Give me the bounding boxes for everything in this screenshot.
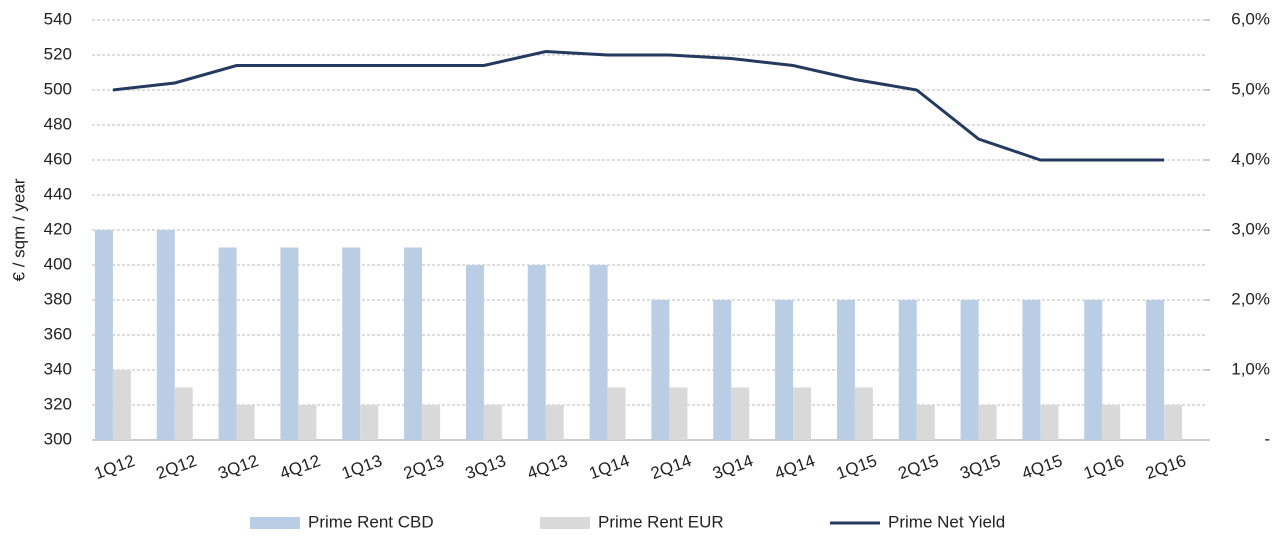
y2-tick-label: -	[1264, 429, 1270, 448]
bar	[422, 405, 441, 440]
bar	[1022, 300, 1041, 440]
y2-tick-label: 2,0%	[1231, 289, 1270, 308]
bar	[298, 405, 317, 440]
y2-tick-label: 4,0%	[1231, 149, 1270, 168]
bar	[280, 247, 299, 440]
bar	[651, 300, 670, 440]
bar	[1084, 300, 1103, 440]
bar	[360, 405, 379, 440]
legend-label: Prime Rent EUR	[598, 512, 724, 531]
x-tick-label: 2Q14	[648, 451, 694, 483]
y-tick-label: 460	[44, 149, 72, 168]
bar	[483, 405, 502, 440]
x-tick-label: 4Q13	[525, 451, 571, 483]
bar	[854, 387, 873, 440]
x-tick-label: 2Q13	[401, 451, 447, 483]
bar	[94, 230, 113, 440]
bar	[960, 300, 979, 440]
y-tick-label: 440	[44, 184, 72, 203]
x-tick-label: 2Q15	[896, 451, 942, 483]
x-tick-label: 1Q14	[586, 451, 632, 483]
y-tick-label: 300	[44, 429, 72, 448]
x-tick-label: 1Q16	[1081, 451, 1127, 483]
bar	[916, 405, 935, 440]
bar	[731, 387, 750, 440]
bar	[607, 387, 626, 440]
x-tick-label: 1Q13	[339, 451, 385, 483]
y-tick-label: 500	[44, 79, 72, 98]
bar	[713, 300, 732, 440]
y-tick-label: 320	[44, 394, 72, 413]
bar	[775, 300, 794, 440]
bar	[527, 265, 546, 440]
y-tick-label: 520	[44, 44, 72, 63]
bar	[898, 300, 917, 440]
bar	[836, 300, 855, 440]
y-tick-label: 540	[44, 9, 72, 28]
x-tick-label: 4Q12	[277, 451, 323, 483]
y-tick-label: 340	[44, 359, 72, 378]
bar	[218, 247, 237, 440]
bar	[342, 247, 361, 440]
y-axis-label: € / sqm / year	[9, 178, 28, 281]
y-tick-label: 480	[44, 114, 72, 133]
y-tick-label: 360	[44, 324, 72, 343]
bar	[174, 387, 193, 440]
y-tick-label: 380	[44, 289, 72, 308]
x-tick-label: 2Q12	[154, 451, 200, 483]
bar	[669, 387, 688, 440]
line-series	[112, 49, 1165, 162]
legend-swatch	[250, 517, 300, 529]
y-tick-label: 420	[44, 219, 72, 238]
bar	[545, 405, 564, 440]
bar	[978, 405, 997, 440]
y2-tick-label: 5,0%	[1231, 79, 1270, 98]
x-tick-label: 2Q16	[1143, 451, 1189, 483]
bar	[589, 265, 608, 440]
x-tick-label: 1Q12	[92, 451, 138, 483]
y2-tick-label: 6,0%	[1231, 9, 1270, 28]
x-tick-label: 3Q15	[957, 451, 1003, 483]
bar	[793, 387, 812, 440]
y2-tick-label: 3,0%	[1231, 219, 1270, 238]
bar	[465, 265, 484, 440]
bar	[112, 370, 131, 440]
legend-swatch	[540, 517, 590, 529]
y2-tick-label: 1,0%	[1231, 359, 1270, 378]
bar	[1040, 405, 1059, 440]
legend-label: Prime Net Yield	[888, 512, 1005, 531]
bar	[236, 405, 255, 440]
x-tick-label: 1Q15	[834, 451, 880, 483]
x-tick-label: 3Q13	[463, 451, 509, 483]
x-tick-label: 4Q15	[1019, 451, 1065, 483]
bar	[1146, 300, 1165, 440]
legend-label: Prime Rent CBD	[308, 512, 434, 531]
bar	[1164, 405, 1183, 440]
bar	[156, 230, 175, 440]
x-tick-label: 4Q14	[772, 451, 818, 483]
x-tick-label: 3Q12	[215, 451, 261, 483]
y-tick-label: 400	[44, 254, 72, 273]
bar	[404, 247, 423, 440]
bar	[1102, 405, 1121, 440]
x-tick-label: 3Q14	[710, 451, 756, 483]
